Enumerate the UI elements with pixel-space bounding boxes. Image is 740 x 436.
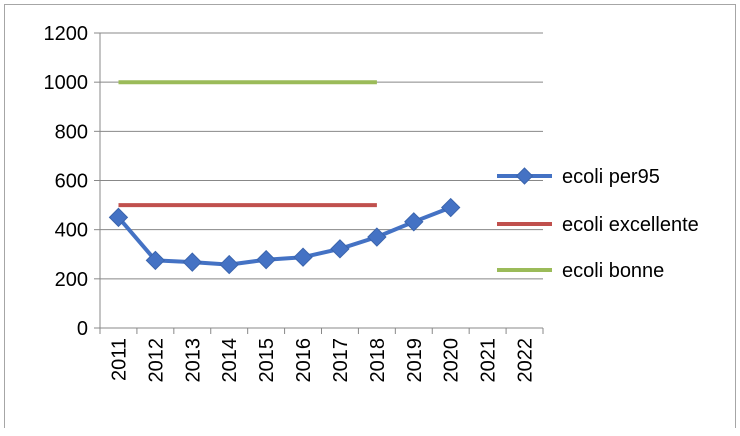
- legend-label-2: ecoli bonne: [562, 260, 664, 282]
- data-point-marker: [219, 254, 239, 275]
- x-tick-label: 2013: [182, 338, 204, 383]
- data-point-marker: [441, 197, 461, 218]
- y-tick-label: 800: [55, 121, 88, 143]
- x-tick-label: 2015: [256, 338, 278, 383]
- y-tick-label: 0: [77, 318, 88, 340]
- x-tick-label: 2018: [367, 338, 389, 383]
- x-tick-label: 2019: [404, 338, 426, 383]
- y-tick-label: 400: [55, 220, 88, 242]
- y-tick-label: 600: [55, 171, 88, 193]
- x-tick-label: 2011: [108, 338, 130, 381]
- y-tick-labels: 0 200 400 600 800 1000 1200: [44, 23, 89, 340]
- series-line-0: [116, 205, 452, 267]
- x-tick-label: 2014: [219, 338, 241, 383]
- data-point-marker: [293, 247, 313, 267]
- legend: ecoli per95 ecoli excellente ecoli bonne: [497, 166, 699, 282]
- x-tick-label: 2020: [441, 338, 463, 383]
- x-tick-label: 2021: [478, 338, 500, 383]
- y-tick-label: 1200: [44, 23, 89, 45]
- data-point-marker: [108, 207, 129, 228]
- data-point-marker: [256, 249, 276, 270]
- x-tick-label: 2017: [330, 338, 352, 383]
- y-tick-label: 200: [55, 269, 88, 291]
- legend-marker: [515, 167, 534, 185]
- data-point-marker: [404, 212, 424, 232]
- data-point-marker: [367, 227, 387, 247]
- axes: [94, 32, 544, 334]
- data-point-marker: [330, 239, 350, 259]
- gridlines: [100, 32, 543, 280]
- data-point-marker: [182, 252, 202, 272]
- data-point-marker: [145, 250, 166, 271]
- series-lines: [116, 80, 452, 267]
- legend-label-1: ecoli excellente: [562, 214, 699, 236]
- series-markers: [108, 197, 461, 275]
- y-tick-label: 1000: [44, 72, 89, 94]
- x-tick-label: 2012: [145, 338, 167, 383]
- x-tick-label: 2022: [515, 338, 537, 383]
- legend-label-0: ecoli per95: [562, 166, 660, 188]
- x-tick-label: 2016: [293, 338, 315, 383]
- x-tick-labels: 2011 2012 2013 2014 2015 2016 2017 2018 2019 2020…: [108, 338, 536, 383]
